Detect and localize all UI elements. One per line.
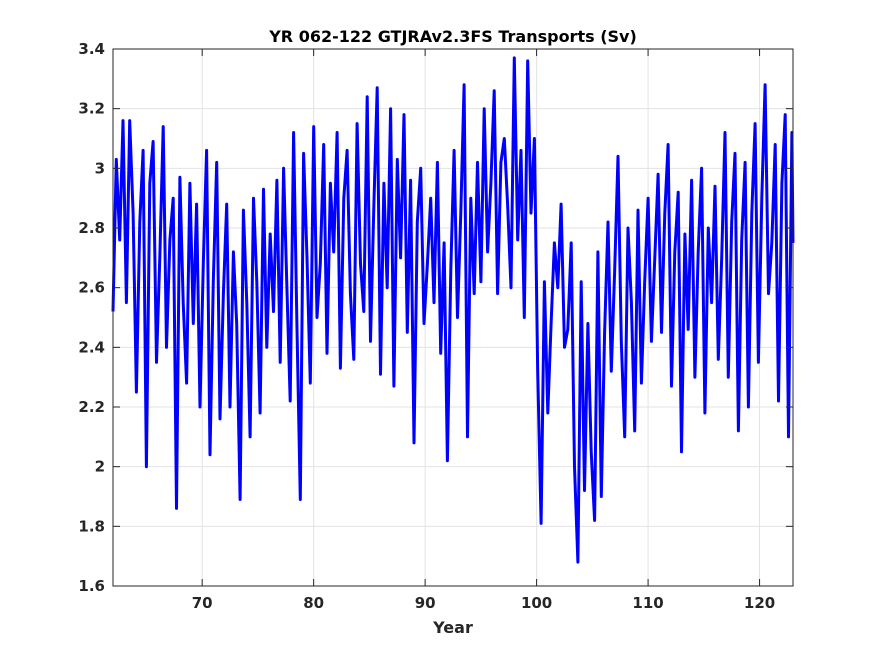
- y-tick-label: 1.8: [78, 517, 105, 535]
- y-tick-label: 3.4: [78, 40, 105, 58]
- y-tick-label: 2.2: [78, 398, 105, 416]
- x-tick-label: 120: [744, 594, 775, 612]
- y-tick-label: 2.4: [78, 338, 105, 356]
- y-tick-label: 2.8: [78, 219, 105, 237]
- x-tick-label: 70: [192, 594, 213, 612]
- y-tick-label: 1.6: [78, 577, 105, 595]
- x-tick-label: 100: [521, 594, 552, 612]
- y-tick-label: 3.2: [78, 100, 105, 118]
- x-axis-title: Year: [432, 618, 473, 637]
- series-layer: [111, 56, 795, 564]
- x-tick-label: 90: [415, 594, 436, 612]
- chart-title: YR 062-122 GTJRAv2.3FS Transports (Sv): [268, 27, 637, 46]
- ticks: 70 80 90 100 110 120 1.6 1.8 2 2.2 2.4 2.6 2.8 3 3.2 3.…: [78, 40, 793, 612]
- axes-frame: [112, 48, 794, 587]
- plot-area: [113, 49, 793, 586]
- y-tick-label: 2: [95, 458, 105, 476]
- y-tick-label: 2.6: [78, 279, 105, 297]
- y-tick-label: 3: [95, 159, 105, 177]
- x-tick-label: 80: [303, 594, 324, 612]
- series-line: [111, 56, 795, 564]
- x-tick-label: 110: [632, 594, 663, 612]
